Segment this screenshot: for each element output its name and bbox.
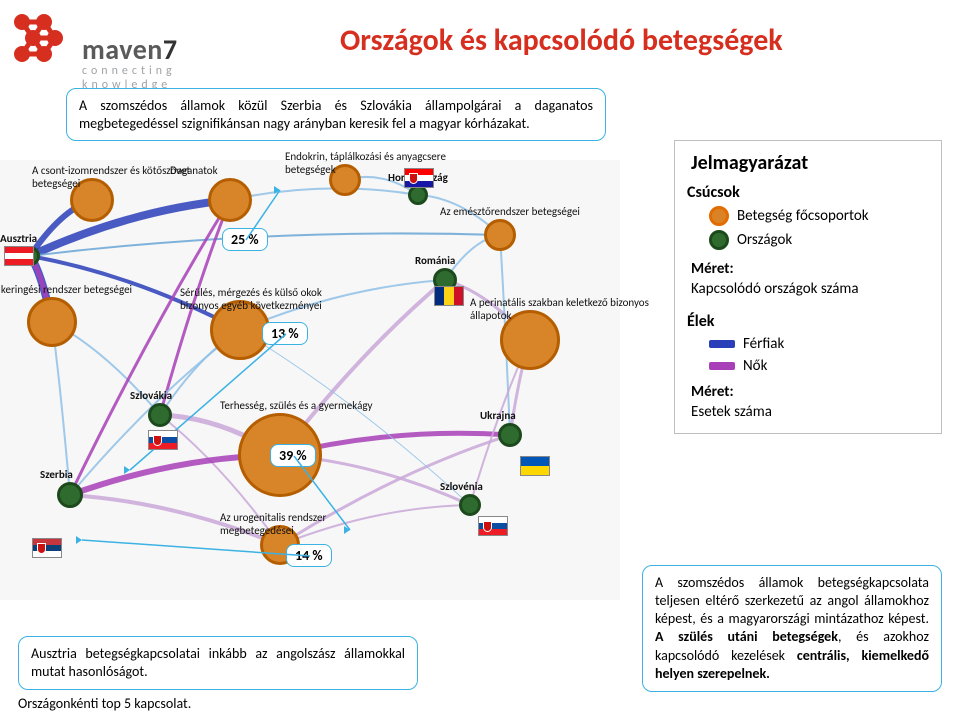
legend-node-disease-swatch: [709, 206, 729, 226]
flag-svn: [478, 516, 508, 536]
legend-size-desc: Kapcsolódó országok száma: [691, 280, 929, 298]
country-node-hrv: [408, 185, 428, 205]
flag-hrv: [404, 168, 434, 188]
callout-bl-line2: Országonkénti top 5 kapcsolat.: [18, 695, 191, 712]
node-label: Ausztria: [0, 232, 37, 245]
node-label: Sérülés, mérgezés és külső okok bizonyos…: [180, 286, 360, 312]
country-node-svk: [148, 403, 172, 427]
brand-logo: maven7 connecting knowledge: [8, 8, 72, 68]
legend-title: Jelmagyarázat: [691, 151, 929, 175]
legend-node-disease-label: Betegség főcsoportok: [737, 207, 869, 225]
legend-nodes-title: Csúcsok: [687, 183, 740, 202]
country-node-svn: [459, 494, 481, 516]
flag-ukr: [520, 456, 550, 476]
node-label: Ukrajna: [480, 409, 516, 422]
node-label: A keringési rendszer betegségei: [0, 283, 132, 296]
flag-svk: [148, 430, 178, 450]
disease-node-kering: [27, 297, 77, 347]
node-label: A perinatális szakban keletkező bizonyos…: [470, 296, 650, 322]
disease-node-emeszt: [484, 219, 516, 251]
flag-aut: [4, 246, 34, 266]
node-label: Terhesség, szülés és a gyermekágy: [220, 399, 373, 412]
pct-badge-3: 14 %: [286, 544, 332, 567]
callout-bottom-right: A szomszédos államok betegségkapcsolata …: [642, 565, 942, 692]
legend: Jelmagyarázat Csúcsok Betegség főcsoport…: [674, 140, 942, 434]
legend-node-country-swatch: [709, 230, 729, 250]
legend-edge-size-title: Méret:: [691, 383, 734, 401]
callout-bottom-left: Ausztria betegségkapcsolatai inkább az a…: [18, 636, 418, 690]
node-label: Szlovákia: [130, 389, 172, 402]
node-label: Szerbia: [40, 468, 73, 481]
node-label: Szlovénia: [440, 480, 483, 493]
pct-badge-1: 13 %: [262, 322, 308, 345]
flag-rou: [434, 286, 464, 306]
node-label: Az emésztőrendszer betegségei: [440, 205, 580, 218]
country-node-srb: [57, 482, 83, 508]
node-label: Daganatok: [170, 164, 218, 177]
legend-edges-title: Élek: [687, 312, 714, 331]
callout-bl-line1: Ausztria betegségkapcsolatai inkább az a…: [31, 645, 405, 680]
legend-edge-female-swatch: [709, 362, 735, 370]
legend-edge-size-desc: Esetek száma: [691, 403, 929, 421]
node-label: Románia: [415, 254, 455, 267]
disease-node-dag: [208, 178, 252, 222]
page-title: Országok és kapcsolódó betegségek: [340, 22, 783, 59]
logo-icon: [8, 8, 72, 68]
legend-edge-male-label: Férfiak: [743, 335, 784, 353]
pct-badge-2: 39 %: [270, 444, 316, 467]
pct-badge-0: 25 %: [222, 228, 268, 251]
node-label: Az urogenitalis rendszer megbetegedései: [220, 511, 400, 537]
legend-edge-female-label: Nők: [743, 357, 767, 375]
country-node-ukr: [498, 423, 522, 447]
legend-size-title: Méret:: [691, 260, 734, 278]
legend-node-country-label: Országok: [737, 231, 792, 249]
flag-srb: [32, 538, 62, 558]
network-diagram: A csont-izomrendszer és kötőszövet beteg…: [0, 60, 680, 620]
legend-edge-male-swatch: [709, 340, 735, 348]
